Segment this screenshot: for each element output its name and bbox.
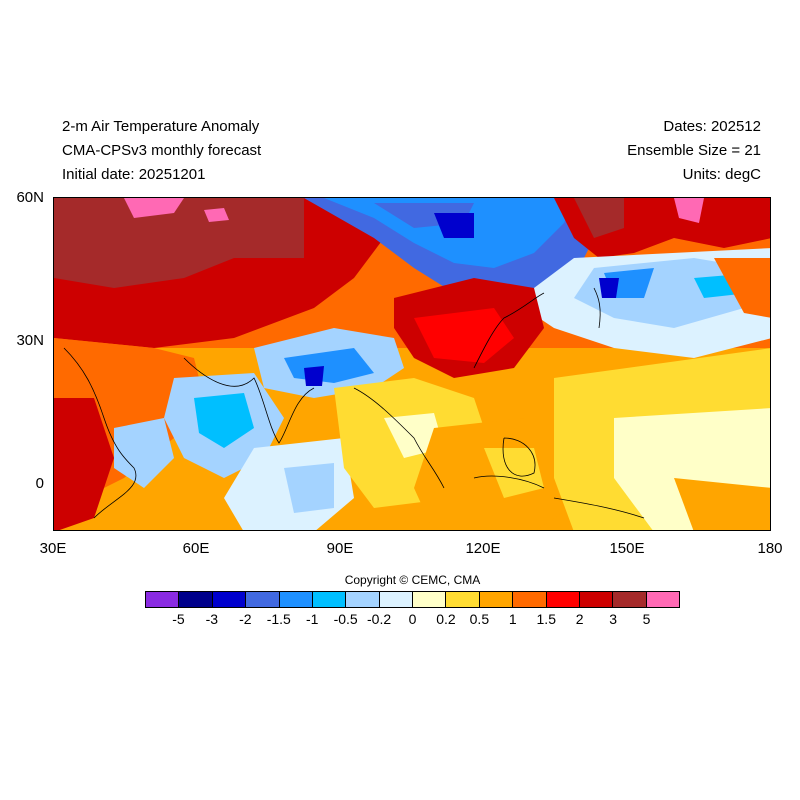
coastlines — [63, 287, 645, 519]
field-china-red — [414, 308, 514, 363]
colorbar-swatch-6 — [346, 592, 380, 607]
field-npacific-core — [599, 278, 619, 298]
colorbar-swatch-4 — [279, 592, 313, 607]
colorbar-swatch-13 — [579, 592, 614, 607]
colorbar-swatch-15 — [646, 592, 679, 607]
colorbar-swatch-11 — [513, 592, 547, 607]
colorbar-label: 2 — [575, 611, 584, 627]
anomaly-field — [54, 198, 770, 530]
colorbar-label: -3 — [205, 611, 219, 627]
colorbar-label: -1 — [305, 611, 319, 627]
field-arabian-sea-cyan — [194, 393, 254, 448]
field-tibet-core — [304, 366, 324, 386]
colorbar — [145, 591, 680, 608]
field-africa-hot — [54, 398, 114, 530]
field-east-orange — [714, 258, 770, 318]
colorbar-label: 0.2 — [436, 611, 456, 627]
y-tick-60n: 60N — [16, 189, 44, 206]
colorbar-swatch-3 — [246, 592, 280, 607]
x-tick-180: 180 — [757, 540, 783, 557]
field-pink-nw2 — [204, 208, 229, 222]
colorbar-label: 5 — [642, 611, 651, 627]
y-tick-30n: 30N — [16, 332, 44, 349]
colorbar-label: -0.2 — [367, 611, 392, 627]
colorbar-swatch-14 — [613, 592, 647, 607]
colorbar-label: -1.5 — [266, 611, 291, 627]
colorbar-swatch-7 — [379, 592, 413, 607]
x-tick-30e: 30E — [39, 540, 67, 557]
field-siberia-core2 — [434, 213, 474, 238]
colorbar-swatch-10 — [479, 592, 514, 607]
colorbar-label: -5 — [172, 611, 185, 627]
title-line-1: 2-m Air Temperature Anomaly — [62, 118, 260, 135]
x-tick-60e: 60E — [182, 540, 210, 557]
colorbar-label: 1.5 — [536, 611, 556, 627]
field-northeast-brown — [574, 198, 624, 238]
units-label: Units: degC — [682, 166, 761, 183]
dates-label: Dates: 202512 — [663, 118, 761, 135]
field-horn-cool — [114, 418, 174, 488]
colorbar-swatch-0 — [146, 592, 180, 607]
colorbar-label: -2 — [239, 611, 252, 627]
colorbar-label: 0 — [408, 611, 417, 627]
copyright-notice: Copyright © CEMC, CMA — [344, 573, 481, 587]
x-tick-150e: 150E — [609, 540, 645, 557]
field-pink-nw — [124, 198, 184, 218]
anomaly-map — [53, 197, 771, 531]
field-borneo-yellow — [484, 448, 544, 498]
colorbar-swatch-1 — [179, 592, 213, 607]
colorbar-label: 0.5 — [469, 611, 490, 627]
field-pink-ne — [674, 198, 704, 223]
colorbar-label: 1 — [508, 611, 517, 627]
colorbar-swatch-8 — [413, 592, 447, 607]
field-southeast-orange — [674, 478, 770, 530]
field-indian-ocean-light — [284, 463, 334, 513]
x-tick-120e: 120E — [465, 540, 501, 557]
colorbar-label: -0.5 — [333, 611, 358, 627]
title-line-2: CMA-CPSv3 monthly forecast — [62, 142, 262, 159]
colorbar-swatch-5 — [312, 592, 347, 607]
field-northwest-hot — [54, 198, 304, 288]
y-tick-0: 0 — [35, 475, 44, 492]
colorbar-swatch-9 — [446, 592, 480, 607]
x-tick-90e: 90E — [326, 540, 354, 557]
title-line-3: Initial date: 20251201 — [62, 166, 206, 183]
colorbar-swatch-12 — [546, 592, 580, 607]
colorbar-label: 3 — [609, 611, 618, 627]
ensemble-size-label: Ensemble Size = 21 — [627, 142, 761, 159]
colorbar-swatch-2 — [212, 592, 247, 607]
